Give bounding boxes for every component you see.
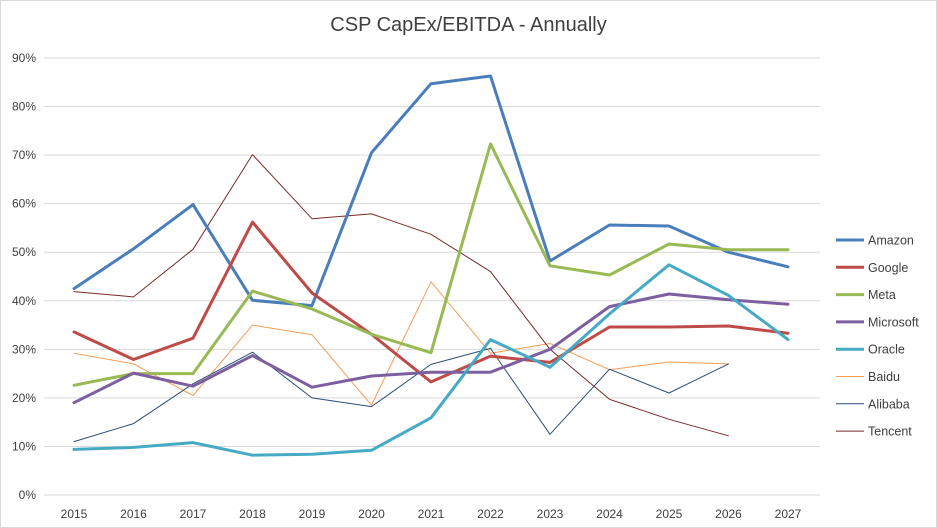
x-tick-label: 2020 [358,507,385,521]
y-tick-label: 10% [12,439,36,453]
x-tick-label: 2024 [596,507,623,521]
series-line-google [72,220,790,384]
x-tick-label: 2026 [715,507,742,521]
gridlines [44,57,820,496]
y-tick-label: 70% [12,148,36,162]
x-tick-label: 2016 [120,507,147,521]
x-tick-label: 2027 [775,507,802,521]
x-tick-label: 2025 [656,507,683,521]
x-tick-label: 2022 [477,507,504,521]
legend-label-baidu: Baidu [868,370,900,384]
x-axis-tick-labels: 2015 2016 2017 2018 2019 2020 2021 2022 2023 2024… [61,507,802,521]
y-axis-tick-labels: 0% 10% 20% 30% 40% 50% 60% 70% 80% 90% [12,51,36,502]
y-tick-label: 80% [12,100,36,114]
x-tick-label: 2015 [61,507,88,521]
legend: Amazon Google Meta Microsoft Oracle Baidu Alib… [836,234,919,439]
series-line-amazon [72,74,790,308]
y-tick-label: 20% [12,391,36,405]
legend-label-meta: Meta [868,288,896,302]
legend-label-amazon: Amazon [868,234,914,248]
chart-title: CSP CapEx/EBITDA - Annually [330,14,607,36]
legend-label-tencent: Tencent [868,425,912,439]
x-tick-label: 2018 [239,507,266,521]
x-tick-label: 2021 [418,507,445,521]
series-line-tencent [73,154,729,437]
y-tick-label: 30% [12,342,36,356]
y-tick-label: 60% [12,197,36,211]
y-tick-label: 40% [12,294,36,308]
legend-label-google: Google [868,261,908,275]
x-tick-label: 2019 [299,507,326,521]
series-lines [72,74,790,457]
y-tick-label: 90% [12,51,36,65]
series-line-oracle [72,263,790,457]
y-tick-label: 0% [19,488,37,502]
y-tick-label: 50% [12,245,36,259]
x-tick-label: 2023 [537,507,564,521]
legend-label-microsoft: Microsoft [868,315,919,329]
series-line-alibaba [73,347,729,443]
legend-label-alibaba: Alibaba [868,397,910,411]
series-line-meta [72,142,790,387]
series-line-microsoft [72,292,790,405]
legend-label-oracle: Oracle [868,343,905,357]
x-tick-label: 2017 [180,507,207,521]
